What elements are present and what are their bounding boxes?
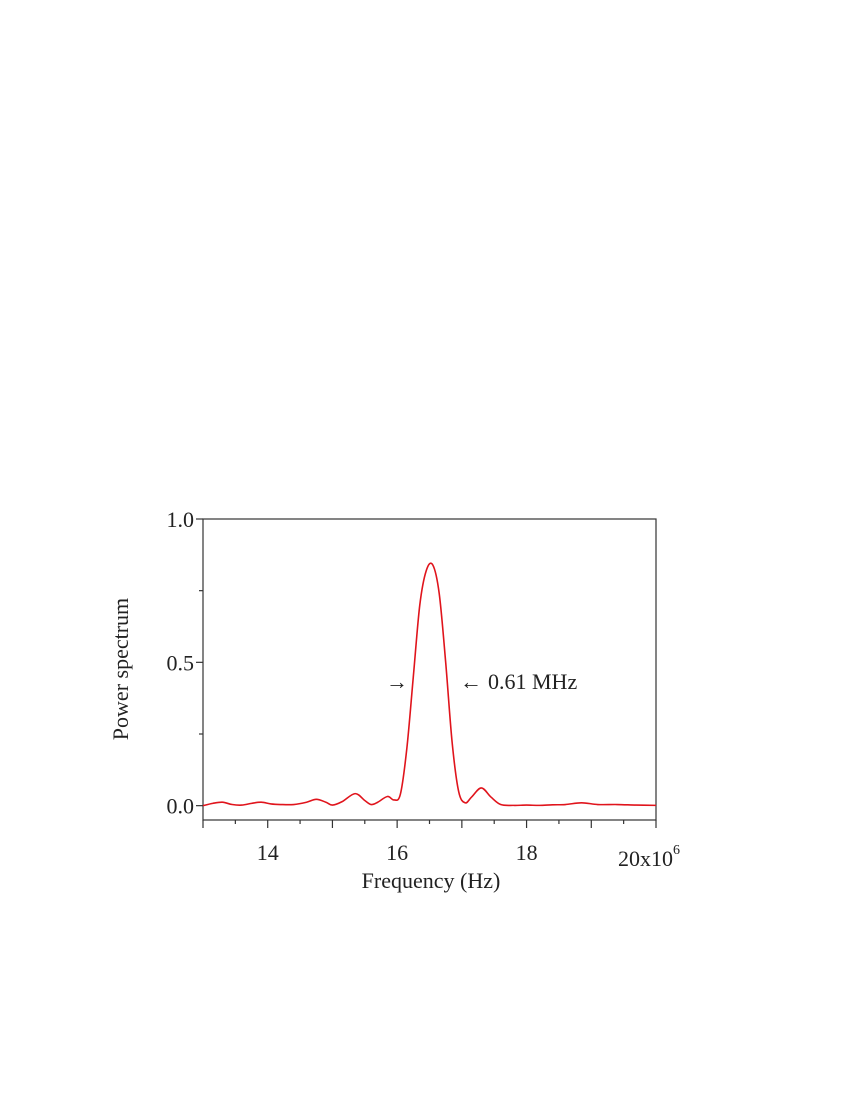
- x-axis-label: Frequency (Hz): [362, 868, 501, 893]
- x-tick-label: 16: [386, 840, 408, 865]
- fwhm-annotation: ← 0.61 MHz: [460, 669, 577, 694]
- spectrum-line: [202, 562, 657, 807]
- fwhm-arrow-right: →: [386, 669, 408, 694]
- x-tick-label: 18: [516, 840, 538, 865]
- y-axis-ticks: 0.0 0.5 1.0: [167, 507, 203, 819]
- x-scale-multiplier: 20x106: [618, 843, 680, 871]
- y-axis-label: Power spectrum: [108, 598, 133, 740]
- y-tick-label: 0.0: [167, 794, 195, 819]
- series-layer: [202, 562, 657, 807]
- x-axis-ticks: 14 16 18: [202, 820, 657, 865]
- x-tick-label: 14: [257, 840, 279, 865]
- y-tick-label: 1.0: [167, 507, 195, 532]
- y-tick-label: 0.5: [167, 650, 195, 675]
